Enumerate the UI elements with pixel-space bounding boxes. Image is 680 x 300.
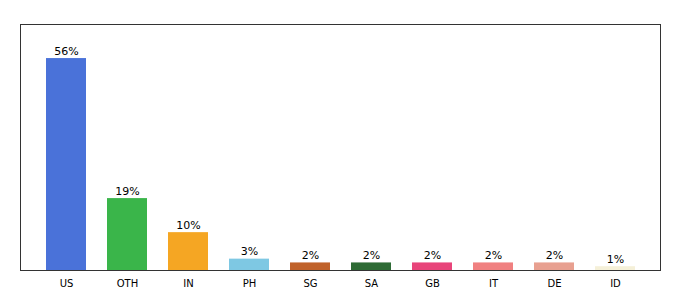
svg-text:SG: SG xyxy=(303,278,317,289)
svg-text:2%: 2% xyxy=(363,249,380,262)
svg-text:IT: IT xyxy=(489,278,499,289)
svg-text:3%: 3% xyxy=(241,245,258,258)
svg-text:1%: 1% xyxy=(607,253,624,266)
svg-text:10%: 10% xyxy=(176,219,200,232)
svg-text:OTH: OTH xyxy=(117,278,139,289)
svg-text:GB: GB xyxy=(425,278,440,289)
svg-text:2%: 2% xyxy=(485,249,502,262)
svg-text:US: US xyxy=(60,278,74,289)
svg-text:2%: 2% xyxy=(302,249,319,262)
svg-text:SA: SA xyxy=(365,278,379,289)
svg-text:19%: 19% xyxy=(115,185,139,198)
svg-text:2%: 2% xyxy=(424,249,441,262)
svg-text:2%: 2% xyxy=(546,249,563,262)
svg-text:DE: DE xyxy=(547,278,561,289)
svg-text:ID: ID xyxy=(610,278,621,289)
svg-text:56%: 56% xyxy=(54,45,78,58)
svg-text:IN: IN xyxy=(183,278,193,289)
svg-text:PH: PH xyxy=(243,278,257,289)
